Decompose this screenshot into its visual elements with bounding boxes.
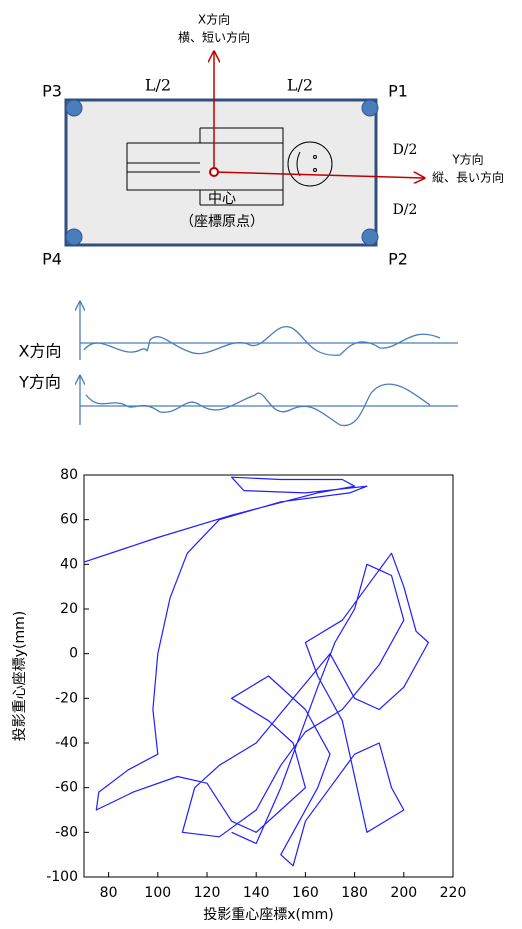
y-tick-label: -100 [46,869,78,885]
y-tick-label: 60 [60,512,78,528]
wave-sketches [80,302,458,426]
y-tick-label: 0 [69,646,78,662]
corner-label: P3 [42,82,62,101]
length-label: L/2 [145,76,171,95]
x-tick-label: 180 [341,885,368,901]
corner-label: P1 [388,82,408,101]
x-tick-label: 160 [292,885,319,901]
y-tick-label: 80 [60,467,78,483]
corner-sensors [65,99,379,246]
depth-label: D/2 [393,202,418,218]
origin-label: （座標原点） [180,214,264,230]
center-point [209,167,219,177]
plot-frame [83,474,454,878]
x-tick-label: 100 [144,885,171,901]
x-direction: X方向 [198,12,230,27]
trajectory-chart: 80 100 120 140 160 180 200 220 -100 -80 -60 -40 -20 0… [12,467,466,923]
y-direction: Y方向 [451,152,483,167]
y-arrow [213,171,424,178]
y-tick-label: -80 [55,824,78,840]
x-direction-desc: 横、短い方向 [178,30,250,45]
trajectory-line [83,476,429,867]
y-tick-label: -20 [55,690,78,706]
center-label: 中心 [208,191,236,207]
length-label: L/2 [287,76,313,95]
x-axis-label: 投影重心座標x(mm) [203,907,333,923]
y-tick-label: -60 [55,780,78,796]
x-tick-label: 140 [243,885,270,901]
y-direction-desc: 縦、長い方向 [432,170,504,185]
y-tick-label: 20 [60,601,78,617]
x-tick-label: 220 [440,885,467,901]
corner-label: P2 [388,250,408,269]
corner-label: P4 [42,250,62,269]
x-tick-label: 80 [100,885,118,901]
y-tick-label: 40 [60,556,78,572]
x-tick-label: 120 [194,885,221,901]
y-axis-label: 投影重心座標y(mm) [12,611,28,741]
depth-label: D/2 [393,142,418,158]
y-tick-label: -40 [55,735,78,751]
wave-label: Y方向 [18,373,61,392]
wave-label: X方向 [19,342,62,361]
x-tick-label: 200 [390,885,417,901]
